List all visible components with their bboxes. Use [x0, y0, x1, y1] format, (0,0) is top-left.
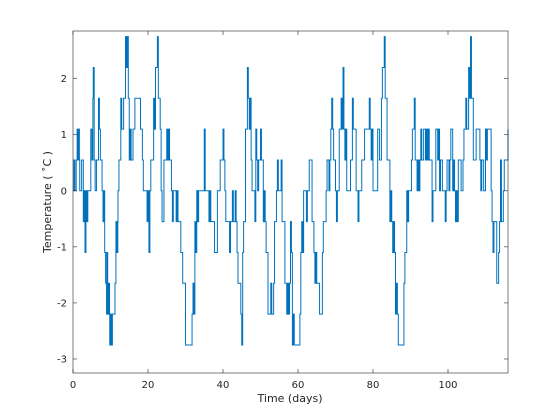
y-tick-label: 1	[61, 130, 67, 141]
x-tick-label: 60	[292, 380, 305, 391]
y-tick-label: -2	[57, 298, 67, 309]
y-tick-label: 0	[61, 186, 67, 197]
y-axis: -3 -2 -1 0 1 2	[57, 74, 508, 365]
series-layer	[73, 36, 509, 346]
y-tick-label: -1	[57, 242, 67, 253]
y-axis-title: Temperature ( ˚C )	[41, 151, 54, 254]
x-tick-label: 20	[142, 380, 155, 391]
y-tick-label: -3	[57, 354, 67, 365]
temperature-series-line	[73, 36, 509, 346]
axes-box	[72, 30, 509, 374]
x-axis: 0 20 40 60 80 100	[70, 31, 458, 391]
y-tick-label: 2	[61, 74, 67, 85]
x-tick-label: 100	[438, 380, 457, 391]
x-tick-label: 80	[367, 380, 380, 391]
x-axis-title: Time (days)	[257, 392, 323, 405]
plot-area	[73, 31, 508, 373]
x-tick-label: 40	[217, 380, 230, 391]
x-tick-label: 0	[70, 380, 76, 391]
